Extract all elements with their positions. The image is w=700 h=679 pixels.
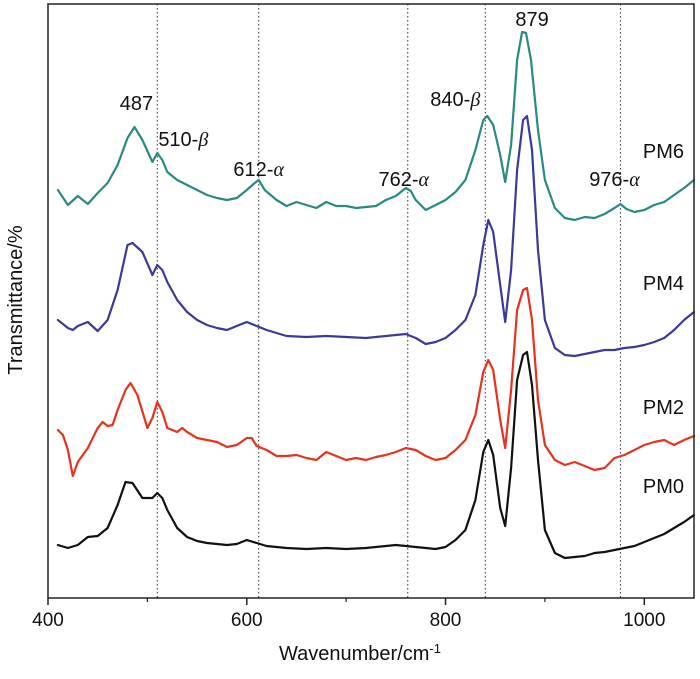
series-label-pm0: PM0 — [643, 476, 684, 498]
series-line-pm2 — [56, 286, 696, 478]
x-tick-label-800: 800 — [430, 610, 462, 631]
plot-frame — [47, 3, 695, 599]
axes: 400 600 800 1000 — [32, 598, 665, 631]
x-axis-title: Wavenumber/cm-1 — [279, 641, 441, 665]
peak-annotation-487: 487 — [120, 93, 153, 115]
series-line-pm0 — [56, 350, 696, 560]
x-tick-label-400: 400 — [32, 610, 64, 631]
peak-annotation-612: 612-α — [233, 159, 284, 181]
peak-annotation-762: 762-α — [379, 169, 430, 191]
series-line-pm4 — [56, 114, 696, 358]
peak-annotation-879: 879 — [515, 9, 548, 31]
axis-titles: Wavenumber/cm-1 Transmittance/% — [5, 225, 441, 665]
y-axis-title: Transmittance/% — [5, 225, 27, 375]
peak-annotation-976: 976-α — [589, 169, 640, 191]
series-line-pm6 — [56, 30, 696, 222]
x-tick-label-1000: 1000 — [623, 610, 665, 631]
series-label-pm2: PM2 — [643, 397, 684, 419]
x-tick-label-600: 600 — [231, 610, 263, 631]
series-label-pm4: PM4 — [643, 273, 684, 295]
peak-annotation-840: 840-β — [430, 89, 480, 111]
plot-area — [56, 4, 696, 598]
series-label-pm6: PM6 — [643, 141, 684, 163]
peak-annotation-510: 510-β — [158, 129, 208, 151]
